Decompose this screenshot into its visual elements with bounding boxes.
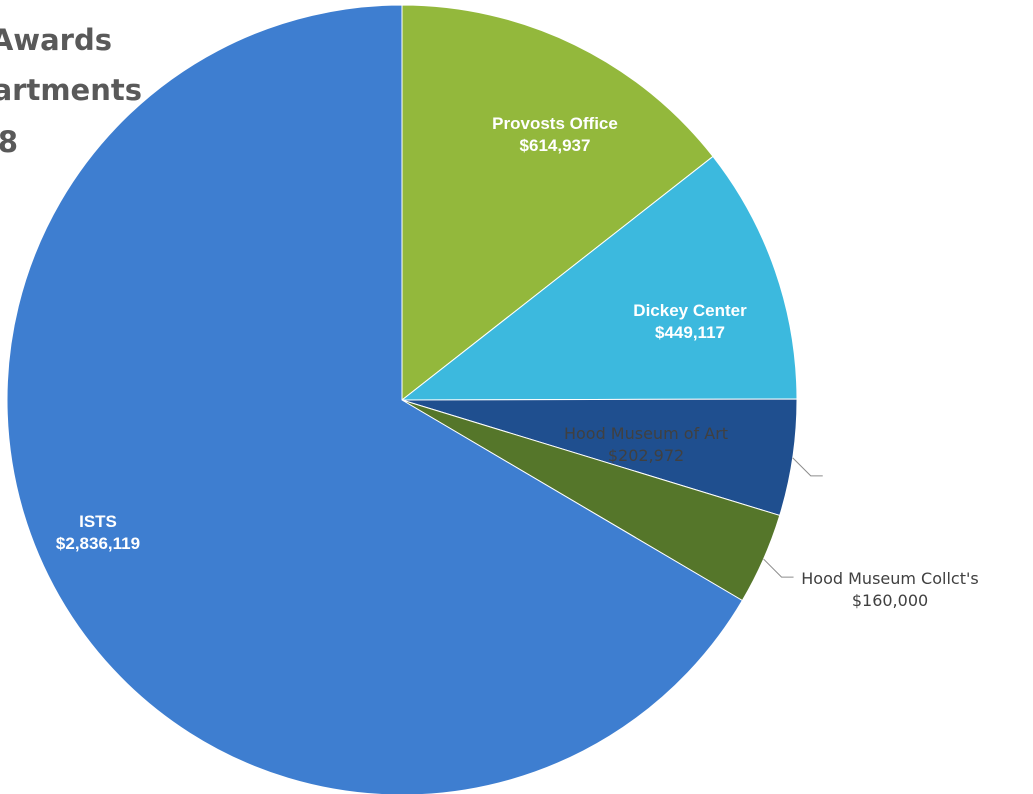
pie-slice [401,4,714,402]
data-label: Hood Museum Collct's $160,000 [775,568,1005,612]
data-label: Provosts Office $614,937 [480,113,630,157]
label-value: $2,836,119 [55,534,141,553]
pie-slice [400,155,798,401]
data-label: Dickey Center $449,117 [615,300,765,344]
chart-title: 8 [0,125,18,159]
data-label: Hood Museum of Art $202,972 [531,423,761,467]
label-category: Hood Museum of Art [563,424,729,443]
data-label: ISTS $2,836,119 [23,511,173,555]
leader-line [792,457,823,477]
label-value: $614,937 [519,136,591,155]
leader-line [763,558,794,578]
pie [6,4,798,794]
label-category: Dickey Center [633,301,747,320]
label-category: Provosts Office [492,114,618,133]
label-category: Hood Museum Collct's [801,569,979,588]
label-category: ISTS [79,512,117,531]
label-value: $160,000 [851,591,929,610]
chart-title: Awards [0,23,112,57]
pie-slice [6,4,744,794]
chart-title: artments [0,73,142,107]
label-value: $202,972 [607,446,685,465]
label-value: $449,117 [655,323,725,342]
